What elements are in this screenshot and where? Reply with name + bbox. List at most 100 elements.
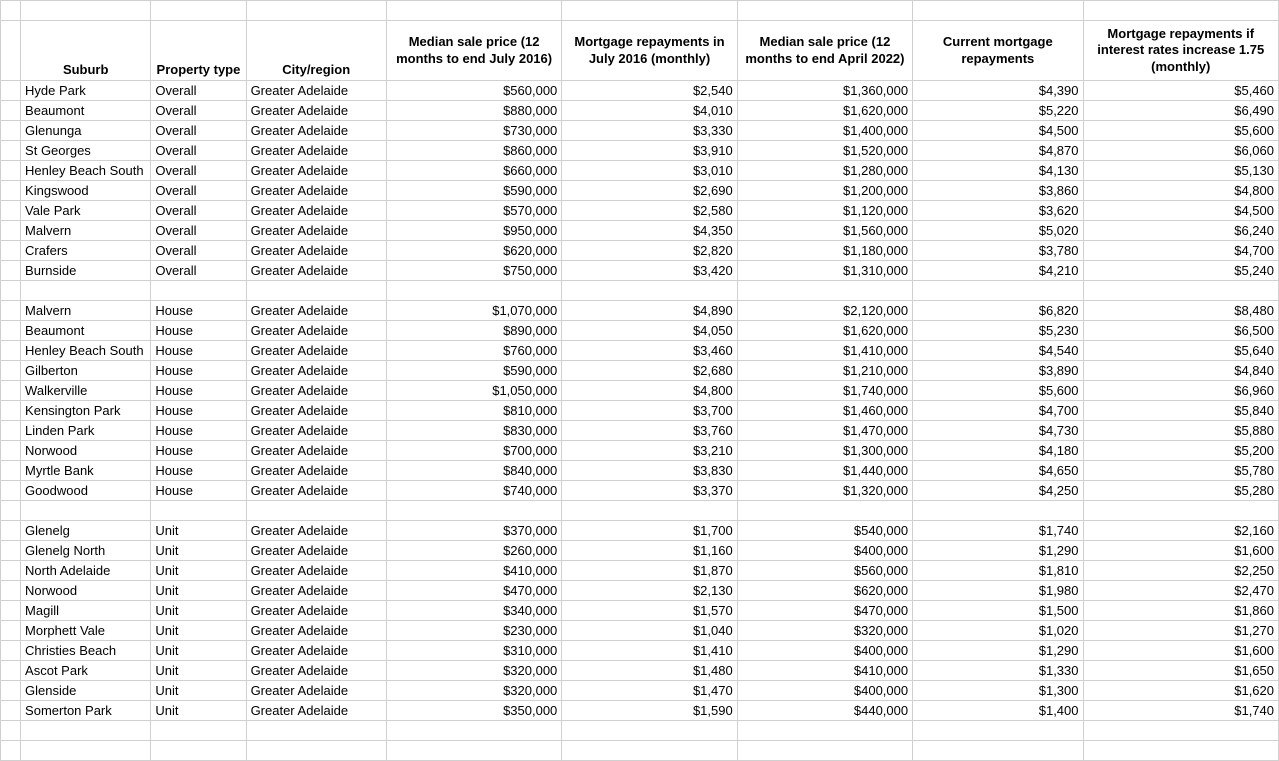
cell: Greater Adelaide [246, 301, 386, 321]
table-blank-row [1, 721, 1279, 741]
cell: Unit [151, 641, 246, 661]
empty-cell [562, 741, 737, 761]
cell: Christies Beach [21, 641, 151, 661]
cell: Glenelg North [21, 541, 151, 561]
cell: Greater Adelaide [246, 641, 386, 661]
empty-cell [737, 741, 912, 761]
row-lead-cell [1, 541, 21, 561]
cell: $2,820 [562, 241, 737, 261]
table-row: CrafersOverallGreater Adelaide$620,000$2… [1, 241, 1279, 261]
cell: $4,800 [1083, 181, 1279, 201]
cell: $1,480 [562, 661, 737, 681]
cell: $1,310,000 [737, 261, 912, 281]
cell: $4,500 [1083, 201, 1279, 221]
cell: $1,400,000 [737, 121, 912, 141]
cell: $370,000 [386, 521, 561, 541]
cell: Greater Adelaide [246, 521, 386, 541]
table-row: GilbertonHouseGreater Adelaide$590,000$2… [1, 361, 1279, 381]
cell: $400,000 [737, 541, 912, 561]
cell: Glenside [21, 681, 151, 701]
col-header [1, 21, 21, 81]
cell: $1,740,000 [737, 381, 912, 401]
cell: $1,040 [562, 621, 737, 641]
cell: Overall [151, 101, 246, 121]
cell: Greater Adelaide [246, 461, 386, 481]
cell: $740,000 [386, 481, 561, 501]
cell: Unit [151, 701, 246, 721]
cell: $1,570 [562, 601, 737, 621]
table-row: Christies BeachUnitGreater Adelaide$310,… [1, 641, 1279, 661]
cell: Unit [151, 621, 246, 641]
table-row: BeaumontOverallGreater Adelaide$880,000$… [1, 101, 1279, 121]
cell: Greater Adelaide [246, 601, 386, 621]
row-lead-cell [1, 201, 21, 221]
cell: Greater Adelaide [246, 81, 386, 101]
cell: Glenelg [21, 521, 151, 541]
cell: Greater Adelaide [246, 221, 386, 241]
empty-cell [562, 501, 737, 521]
empty-cell [21, 281, 151, 301]
cell: $2,680 [562, 361, 737, 381]
row-lead-cell [1, 321, 21, 341]
cell: Greater Adelaide [246, 661, 386, 681]
cell: $1,330 [913, 661, 1083, 681]
cell: $1,600 [1083, 541, 1279, 561]
empty-cell [1083, 281, 1279, 301]
cell: $560,000 [386, 81, 561, 101]
cell: $4,250 [913, 481, 1083, 501]
empty-cell [737, 501, 912, 521]
col-header-repay-2016: Mortgage repayments in July 2016 (monthl… [562, 21, 737, 81]
row-lead-cell [1, 701, 21, 721]
spreadsheet-table: Suburb Property type City/region Median … [0, 0, 1279, 761]
cell: $1,210,000 [737, 361, 912, 381]
table-row: MalvernOverallGreater Adelaide$950,000$4… [1, 221, 1279, 241]
table-row: NorwoodUnitGreater Adelaide$470,000$2,13… [1, 581, 1279, 601]
cell: Overall [151, 241, 246, 261]
cell: $1,270 [1083, 621, 1279, 641]
cell: $730,000 [386, 121, 561, 141]
cell: Overall [151, 201, 246, 221]
cell: $3,830 [562, 461, 737, 481]
cell: Unit [151, 581, 246, 601]
cell: $410,000 [737, 661, 912, 681]
empty-cell [21, 741, 151, 761]
cell: $760,000 [386, 341, 561, 361]
cell: Greater Adelaide [246, 381, 386, 401]
cell: $4,840 [1083, 361, 1279, 381]
cell: Linden Park [21, 421, 151, 441]
row-lead-cell [1, 81, 21, 101]
cell: $590,000 [386, 181, 561, 201]
empty-cell [386, 501, 561, 521]
cell: $750,000 [386, 261, 561, 281]
cell: Henley Beach South [21, 341, 151, 361]
cell: Greater Adelaide [246, 261, 386, 281]
cell: Greater Adelaide [246, 481, 386, 501]
cell: $3,010 [562, 161, 737, 181]
cell: $5,460 [1083, 81, 1279, 101]
cell: Overall [151, 181, 246, 201]
table-row: Linden ParkHouseGreater Adelaide$830,000… [1, 421, 1279, 441]
cell: $4,700 [1083, 241, 1279, 261]
cell: $1,290 [913, 541, 1083, 561]
cell: House [151, 461, 246, 481]
table-row: BurnsideOverallGreater Adelaide$750,000$… [1, 261, 1279, 281]
cell: $1,410 [562, 641, 737, 661]
cell: $3,780 [913, 241, 1083, 261]
cell: $1,740 [1083, 701, 1279, 721]
cell: House [151, 441, 246, 461]
cell: Beaumont [21, 321, 151, 341]
empty-cell [386, 741, 561, 761]
empty-cell [913, 721, 1083, 741]
cell: Overall [151, 161, 246, 181]
cell: $5,020 [913, 221, 1083, 241]
cell: $570,000 [386, 201, 561, 221]
row-lead-cell [1, 421, 21, 441]
cell: Norwood [21, 581, 151, 601]
empty-cell [1083, 721, 1279, 741]
cell: House [151, 321, 246, 341]
table-blank-row [1, 501, 1279, 521]
cell: $3,760 [562, 421, 737, 441]
cell: $5,880 [1083, 421, 1279, 441]
cell: $1,300 [913, 681, 1083, 701]
cell: Greater Adelaide [246, 241, 386, 261]
